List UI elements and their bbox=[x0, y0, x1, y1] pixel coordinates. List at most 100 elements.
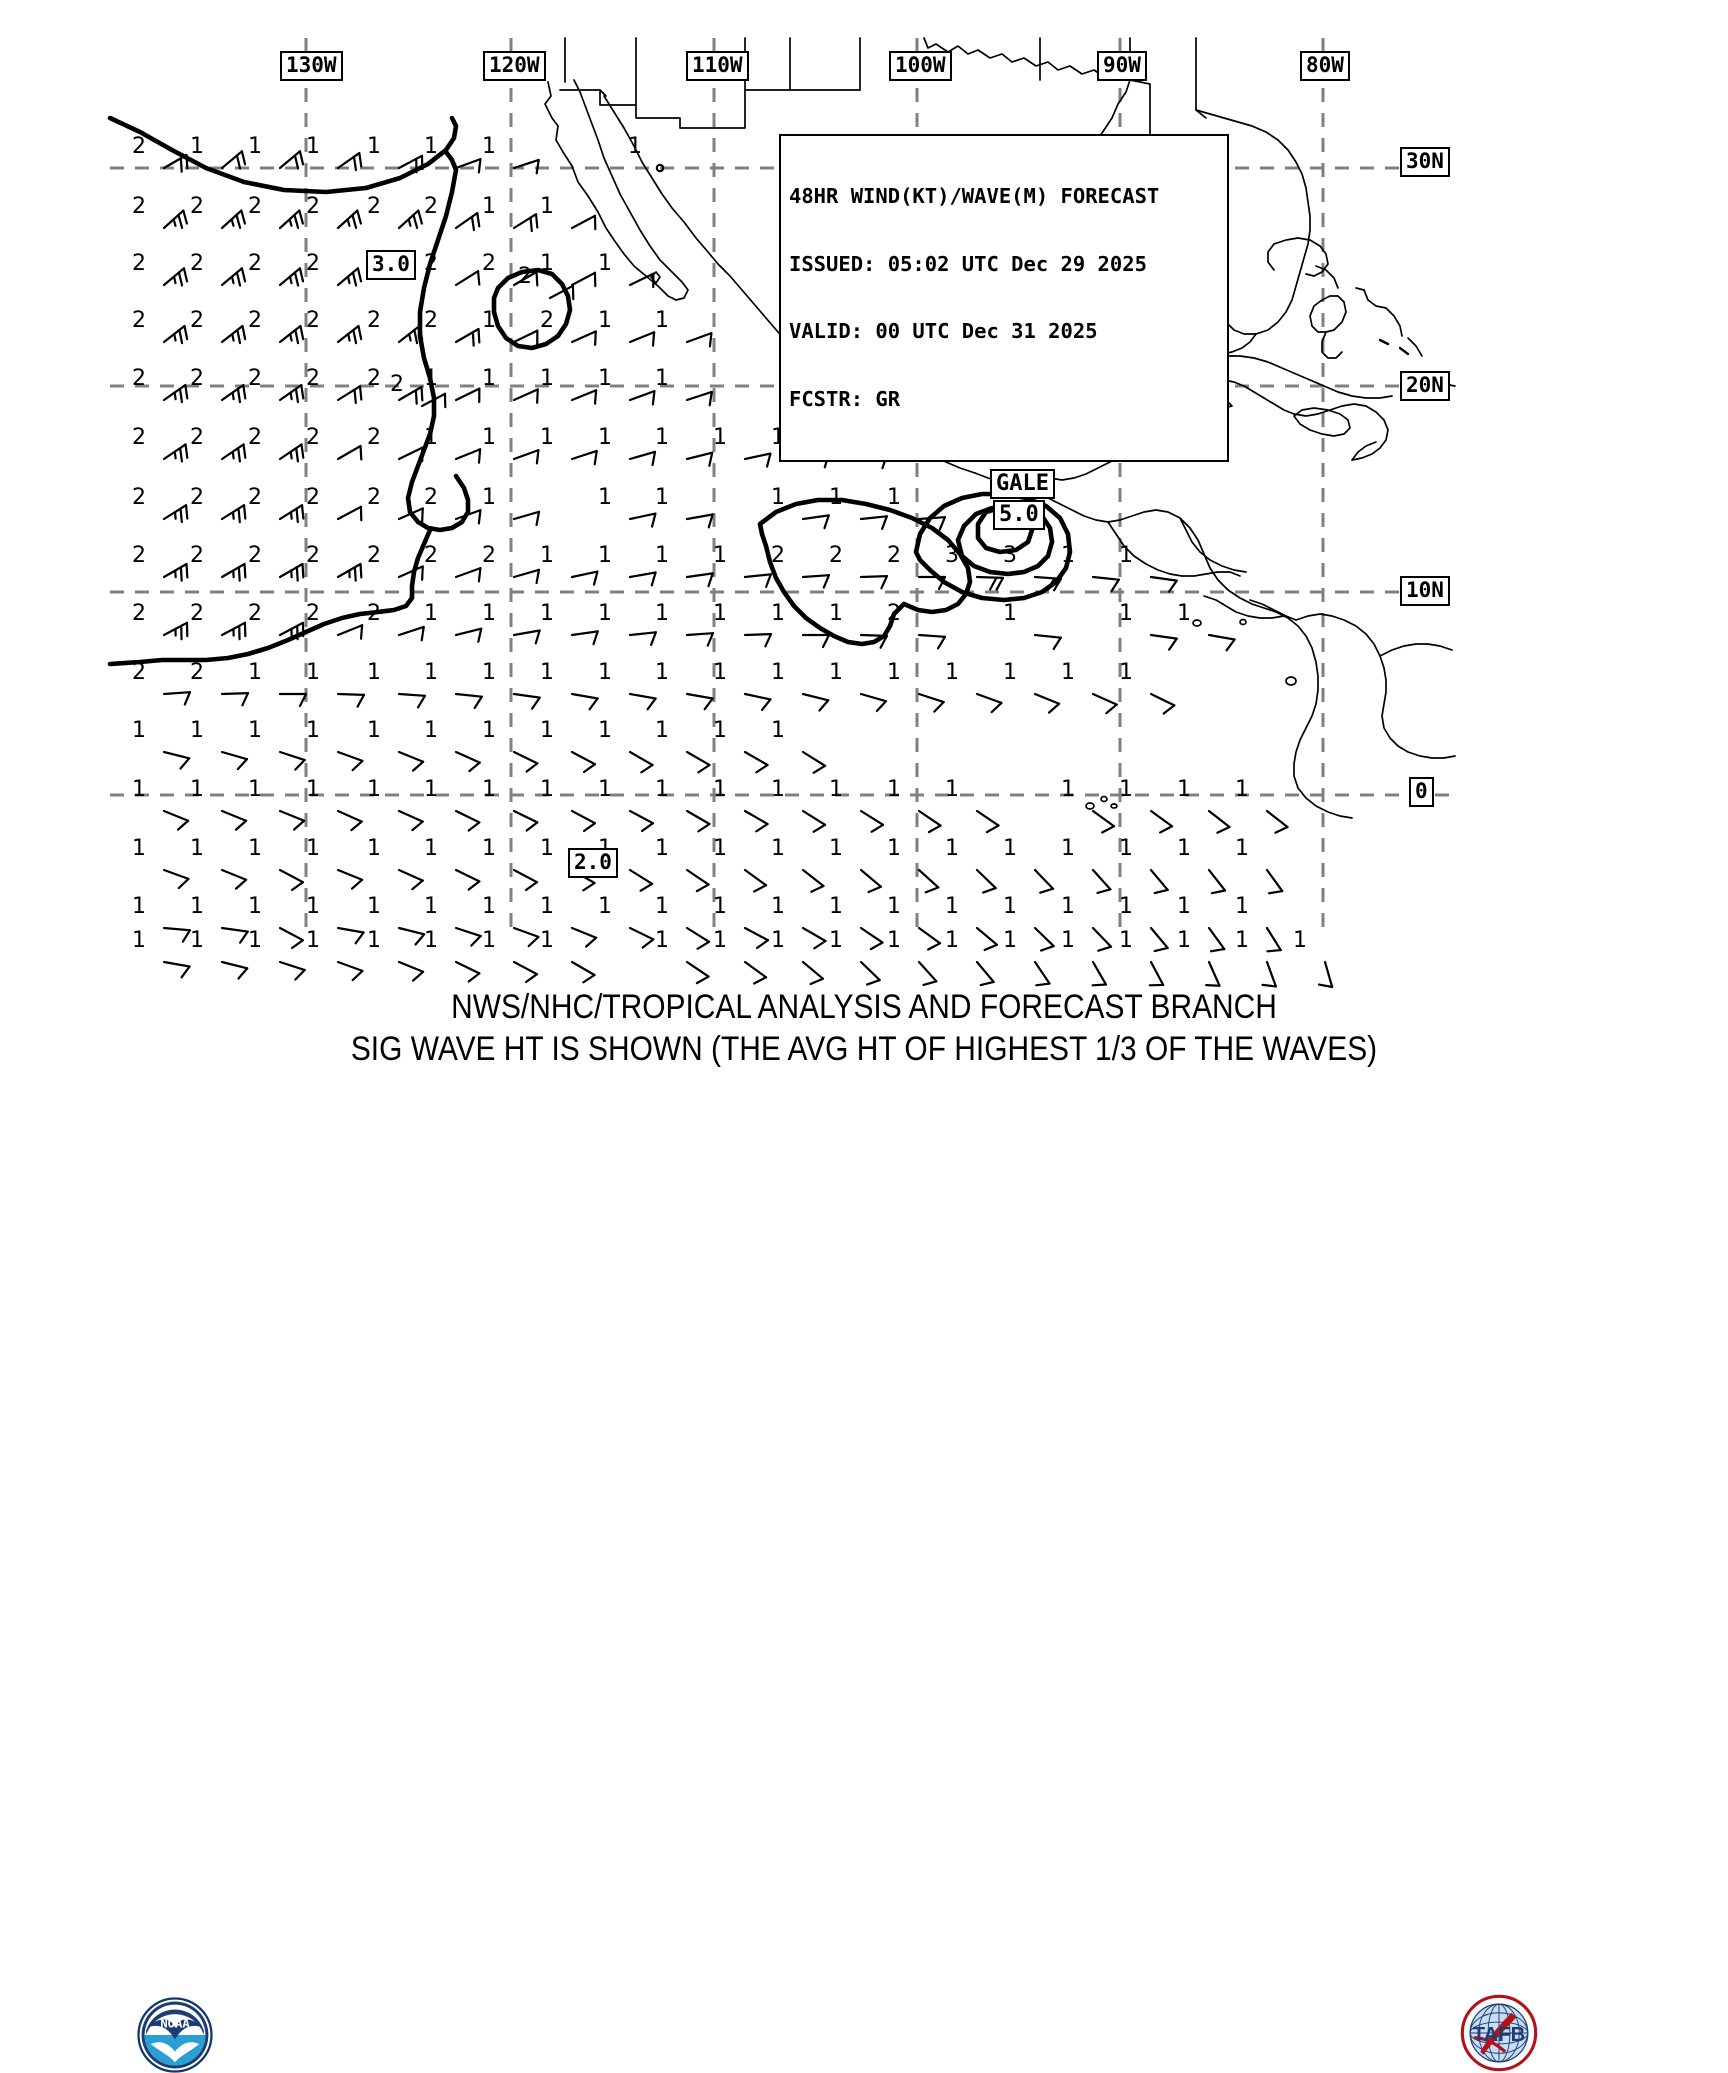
wave-height-value: 2 bbox=[518, 264, 532, 289]
wind-barb-icon bbox=[1317, 960, 1334, 989]
wave-height-value: 1 bbox=[482, 194, 496, 219]
wind-barb-icon bbox=[685, 692, 714, 711]
wave-height-value: 1 bbox=[829, 485, 843, 510]
wind-barb-icon bbox=[801, 868, 825, 893]
wind-barb-icon bbox=[1091, 960, 1108, 987]
wave-height-value: 1 bbox=[540, 836, 554, 861]
wind-barb-icon bbox=[278, 750, 306, 771]
wind-barb-icon bbox=[512, 568, 541, 585]
wave-height-value: 2 bbox=[482, 543, 496, 568]
wave-height-value: 1 bbox=[482, 777, 496, 802]
wave-height-value: 1 bbox=[655, 836, 669, 861]
wind-barb-icon bbox=[336, 750, 364, 772]
wave-height-value: 1 bbox=[367, 777, 381, 802]
wind-barb-icon bbox=[685, 513, 714, 529]
wave-height-value: 1 bbox=[713, 928, 727, 953]
wave-height-value: 1 bbox=[1061, 836, 1075, 861]
wave-height-value: 1 bbox=[132, 718, 146, 743]
wind-barb-icon bbox=[454, 692, 483, 710]
wind-barb-icon bbox=[420, 392, 447, 409]
wind-barb-icon bbox=[454, 211, 481, 232]
wind-barb-icon bbox=[162, 809, 190, 831]
wind-barb-icon bbox=[278, 267, 305, 287]
longitude-label-130w: 130W bbox=[280, 51, 343, 81]
wave-height-value: 2 bbox=[424, 251, 438, 276]
tafb-logo: TAFB bbox=[1460, 1994, 1538, 2072]
wind-barb-icon bbox=[220, 209, 246, 230]
wave-contour-label-2-0: 2.0 bbox=[568, 848, 618, 878]
wave-height-value: 1 bbox=[655, 718, 669, 743]
wave-height-value: 2 bbox=[424, 308, 438, 333]
wave-height-value: 1 bbox=[655, 366, 669, 391]
wave-height-value: 1 bbox=[598, 485, 612, 510]
wave-height-value: 1 bbox=[540, 777, 554, 802]
wind-barb-icon bbox=[278, 324, 305, 345]
wind-barb-icon bbox=[512, 449, 540, 465]
wave-height-value: 1 bbox=[1003, 928, 1017, 953]
wave-height-value: 1 bbox=[132, 928, 146, 953]
wind-barb-icon bbox=[1149, 692, 1176, 715]
wave-height-value: 2 bbox=[424, 485, 438, 510]
wind-barb-icon bbox=[162, 209, 188, 230]
wave-height-value: 1 bbox=[771, 485, 785, 510]
wind-barb-icon bbox=[162, 443, 189, 463]
wind-barb-icon bbox=[278, 692, 308, 708]
wind-barb-icon bbox=[1091, 926, 1113, 952]
wind-barb-icon bbox=[336, 692, 366, 708]
wave-height-value: 1 bbox=[713, 836, 727, 861]
wave-height-value: 2 bbox=[190, 485, 204, 510]
wind-barb-icon bbox=[628, 331, 656, 347]
wave-height-value: 1 bbox=[655, 485, 669, 510]
wave-height-value: 1 bbox=[248, 660, 262, 685]
wave-height-value: 1 bbox=[367, 836, 381, 861]
wind-barb-icon bbox=[512, 926, 540, 948]
wind-barb-icon bbox=[336, 151, 363, 172]
wind-barb-icon bbox=[743, 809, 769, 833]
wave-height-value: 1 bbox=[945, 894, 959, 919]
wind-barb-icon bbox=[628, 809, 655, 833]
wind-barb-icon bbox=[1091, 692, 1118, 715]
wind-barb-icon bbox=[1265, 868, 1284, 895]
wind-barb-icon bbox=[278, 383, 305, 404]
wind-barb-icon bbox=[336, 926, 365, 945]
wind-barb-icon bbox=[1033, 960, 1051, 987]
wave-height-value: 2 bbox=[132, 425, 146, 450]
wave-height-value: 1 bbox=[190, 836, 204, 861]
wave-height-value: 1 bbox=[713, 601, 727, 626]
wave-height-value: 1 bbox=[248, 718, 262, 743]
wind-barb-icon bbox=[1091, 809, 1116, 834]
wind-barb-icon bbox=[336, 444, 363, 461]
wave-height-value: 1 bbox=[1061, 928, 1075, 953]
wave-height-value: 1 bbox=[306, 836, 320, 861]
wind-barb-icon bbox=[628, 631, 657, 646]
wave-height-value: 1 bbox=[540, 718, 554, 743]
wind-barb-icon bbox=[336, 267, 363, 287]
wave-height-value: 1 bbox=[945, 836, 959, 861]
wind-barb-icon bbox=[1033, 868, 1055, 894]
wind-barb-icon bbox=[685, 926, 711, 950]
wind-barb-icon bbox=[220, 621, 247, 641]
wave-height-value: 1 bbox=[424, 425, 438, 450]
wave-height-value: 1 bbox=[540, 543, 554, 568]
wave-height-value: 1 bbox=[598, 894, 612, 919]
wave-height-value: 1 bbox=[1293, 928, 1307, 953]
wave-height-value: 1 bbox=[482, 836, 496, 861]
wind-barb-icon bbox=[278, 960, 306, 981]
wave-height-value: 1 bbox=[1061, 777, 1075, 802]
wave-height-value: 1 bbox=[190, 134, 204, 159]
wind-barb-icon bbox=[454, 509, 482, 525]
wind-barb-icon bbox=[975, 960, 995, 987]
wave-height-value: 1 bbox=[771, 718, 785, 743]
wind-barb-icon bbox=[1148, 960, 1165, 987]
wave-height-value: 1 bbox=[655, 660, 669, 685]
wind-barb-icon bbox=[220, 926, 249, 944]
wind-barb-icon bbox=[512, 510, 541, 527]
wave-height-value: 2 bbox=[132, 308, 146, 333]
wave-height-value: 1 bbox=[424, 366, 438, 391]
wind-barb-icon bbox=[162, 926, 192, 943]
wind-barb-icon bbox=[1149, 868, 1169, 895]
wind-barb-icon bbox=[162, 383, 189, 404]
wave-height-value: 1 bbox=[829, 601, 843, 626]
wave-height-value: 1 bbox=[655, 543, 669, 568]
wave-height-value: 1 bbox=[1119, 836, 1133, 861]
